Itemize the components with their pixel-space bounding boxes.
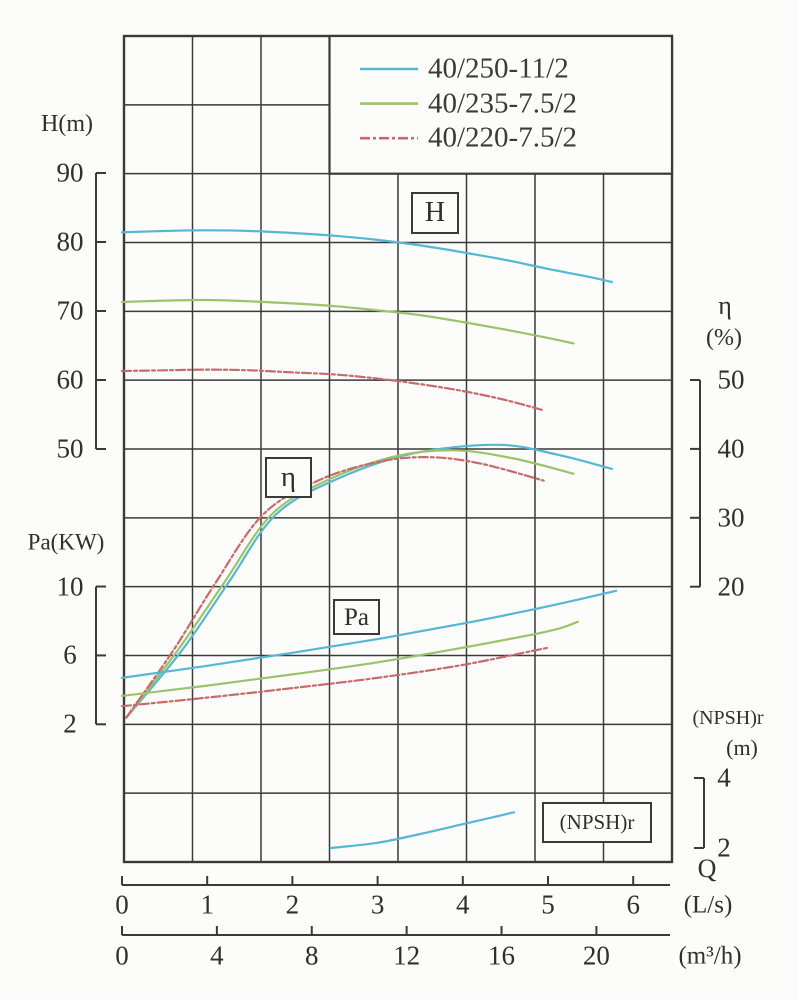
head-axis-tick-label: 60: [56, 364, 84, 395]
curve-npsh-9: [329, 811, 515, 850]
efficiency-axis-bracket: [690, 379, 701, 588]
flow-m3h-tick-label: 16: [488, 940, 516, 971]
flow-axes: [121, 876, 670, 936]
power-axis-bracket: [95, 585, 106, 726]
flow-m3h-tick-label: 4: [210, 940, 224, 971]
legend: [328, 34, 674, 175]
flow-ls-tick-label: 2: [285, 889, 300, 920]
flow-m3h-tick-label: 20: [582, 940, 610, 971]
efficiency-axis-tick-label: 40: [717, 433, 745, 464]
power-axis-title: Pa(KW): [27, 529, 105, 555]
flow-m3h-tick-label: 12: [393, 940, 421, 971]
flow-axis-unit-ls: (L/s): [683, 891, 733, 919]
legend-item-label: 40/220-7.5/2: [428, 121, 578, 154]
npsh-axis-tick-label: 2: [717, 832, 731, 863]
efficiency-curve-label: η: [280, 461, 297, 493]
head-curve-label-box: H: [411, 192, 459, 234]
head-axis-tick-label: 80: [56, 226, 84, 257]
flow-ls-tick-label: 0: [115, 889, 129, 920]
head-axis-title: H(m): [41, 111, 93, 137]
power-axis-tick-label: 6: [63, 639, 77, 670]
flow-ls-tick-label: 3: [370, 889, 385, 920]
curve-h-2: [120, 368, 545, 412]
curve-pa-8: [120, 646, 550, 708]
power-curve-label-box: Pa: [333, 599, 380, 635]
npsh-curve-label: (NPSH)r: [559, 810, 635, 834]
head-axis-bracket: [95, 172, 106, 450]
efficiency-axis-tick-label: 50: [717, 364, 745, 395]
flow-m3h-tick-label: 0: [115, 940, 129, 971]
power-curve-label: Pa: [344, 603, 369, 631]
efficiency-curve-label-box: η: [265, 457, 312, 498]
head-axis-tick-label: 90: [56, 157, 84, 188]
npsh-axis-bracket: [694, 777, 705, 849]
efficiency-axis-tick-label: 30: [717, 502, 745, 533]
curve-h-1: [120, 298, 575, 345]
legend-item-label: 40/250-11/2: [428, 52, 569, 85]
flow-ls-tick-label: 6: [626, 889, 640, 920]
efficiency-axis-unit: (%): [706, 325, 742, 351]
efficiency-axis-tick-label: 20: [717, 571, 745, 602]
flow-ls-tick-label: 5: [541, 889, 555, 920]
flow-m3h-tick-label: 8: [305, 940, 319, 971]
curve-pa-6: [120, 589, 618, 679]
legend-item-label: 40/235-7.5/2: [428, 87, 578, 120]
flow-ls-tick-label: 1: [200, 889, 214, 920]
curve-h-0: [120, 229, 613, 284]
power-axis-tick-label: 2: [63, 708, 77, 739]
efficiency-axis-title: η: [718, 291, 732, 320]
flow-axis-symbol: Q: [697, 854, 717, 883]
npsh-axis-unit: (m): [726, 735, 758, 760]
power-axis-tick-label: 10: [56, 571, 84, 602]
flow-axis-unit-m3h: (m³/h): [678, 942, 742, 970]
head-axis-tick-label: 50: [56, 433, 84, 464]
curve-pa-7: [120, 620, 579, 697]
flow-ls-tick-label: 4: [456, 889, 470, 920]
npsh-axis-title: (NPSH)r: [692, 707, 764, 729]
curves: [120, 229, 618, 850]
curve-eta-4: [125, 449, 575, 719]
npsh-axis-tick-label: 4: [717, 762, 731, 793]
curve-eta-3: [125, 443, 613, 719]
head-axis-tick-label: 70: [56, 295, 84, 326]
npsh-curve-label-box: (NPSH)r: [542, 802, 652, 843]
head-curve-label: H: [424, 197, 446, 228]
